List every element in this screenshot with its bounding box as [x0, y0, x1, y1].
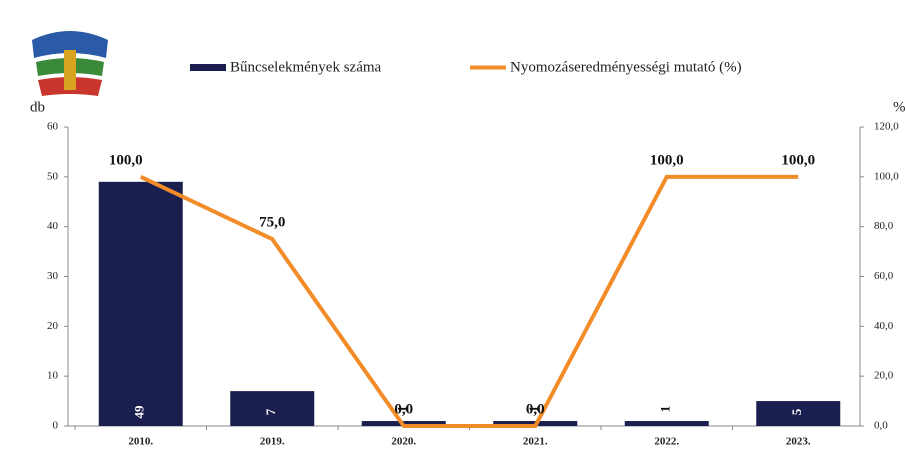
line	[139, 174, 799, 428]
y2-tick-label: 40,0	[874, 320, 894, 332]
bar-value-label: 1	[526, 406, 541, 413]
bar	[624, 421, 709, 426]
bar	[230, 391, 315, 426]
y2-tick-label: 20,0	[874, 370, 894, 382]
y-tick-label: 30	[47, 270, 59, 282]
line-value-label: 100,0	[650, 152, 684, 168]
bar-value-label: 1	[658, 406, 673, 413]
y2-tick-label: 100,0	[874, 170, 899, 182]
line-value-label: 75,0	[259, 215, 285, 231]
legend-swatch	[190, 64, 226, 71]
y-tick-label: 10	[47, 370, 59, 382]
x-tick-label: 2022.	[654, 436, 679, 448]
y-tick-label: 50	[47, 170, 59, 182]
y-axis-unit: db	[30, 99, 45, 115]
line-value-label: 100,0	[781, 152, 815, 168]
legend-label: Bűncselekmények száma	[230, 59, 382, 75]
y-tick-label: 20	[47, 320, 59, 332]
x-tick-label: 2020.	[391, 436, 416, 448]
y2-axis-unit: %	[893, 99, 905, 115]
logo	[32, 31, 108, 96]
x-tick-label: 2010.	[128, 436, 153, 448]
x-tick-label: 2023.	[786, 436, 811, 448]
line-value-label: 0,0	[394, 401, 413, 417]
y-tick-label: 40	[47, 220, 59, 232]
y-tick-label: 0	[53, 420, 59, 432]
legend-label: Nyomozáseredményességi mutató (%)	[510, 59, 742, 75]
x-tick-label: 2021.	[523, 436, 548, 448]
bar	[98, 181, 183, 426]
bar-value-label: 49	[132, 405, 147, 419]
bar-value-label: 7	[263, 408, 278, 415]
y2-tick-label: 80,0	[874, 220, 894, 232]
x-tick-label: 2019.	[260, 436, 285, 448]
bar-value-label: 1	[395, 406, 410, 413]
line-value-label: 100,0	[109, 152, 143, 168]
line-value-label: 0,0	[526, 401, 545, 417]
y2-tick-label: 60,0	[874, 270, 894, 282]
y2-tick-label: 0,0	[874, 420, 888, 432]
y2-tick-label: 120,0	[874, 121, 899, 133]
bar-value-label: 5	[789, 408, 804, 415]
bar	[756, 401, 841, 426]
y-tick-label: 60	[47, 121, 59, 133]
